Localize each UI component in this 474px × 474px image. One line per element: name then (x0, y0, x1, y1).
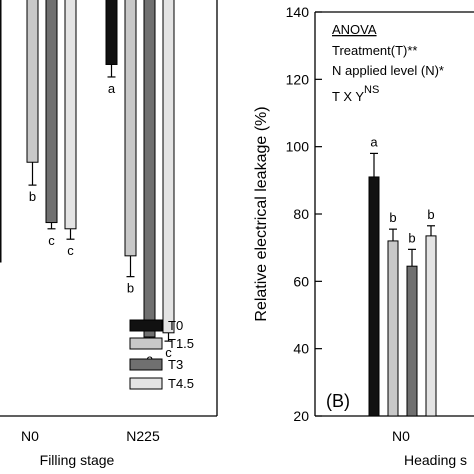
right-y-axis-label: Relative electrical leakage (%) (253, 106, 270, 321)
bar-b-n0-t4-5 (425, 235, 437, 417)
legend-swatch-t1-5 (129, 337, 163, 350)
y-tick-label-60: 60 (293, 273, 309, 289)
anova-interaction: T X Y (332, 89, 364, 104)
right-panel-y-ticks: 20 40 60 80 100 120 140 (286, 4, 322, 424)
letter-n225-t1-5: b (127, 281, 134, 296)
bar-n225-t4-5 (162, 0, 175, 334)
anova-title: ANOVA (332, 22, 377, 37)
letter-n225-t0: a (108, 81, 116, 96)
legend-swatch-t0 (129, 319, 163, 332)
letter-b-n0-t3: b (408, 230, 415, 245)
letter-n225-t4-5: c (165, 345, 172, 360)
y-tick-label-100: 100 (286, 139, 310, 155)
legend: T0 T1.5 T3 T4.5 (129, 318, 194, 391)
right-category-n0: N0 (392, 428, 410, 444)
letter-n0-t4-5: c (67, 243, 74, 258)
bar-n0-t0-cropped (0, 0, 2, 263)
anova-interaction-ns: NS (364, 84, 379, 96)
bar-n0-t1-5 (26, 0, 39, 163)
legend-swatch-t4-5 (129, 377, 163, 390)
legend-label-t3: T3 (168, 357, 183, 372)
bar-n225-t3 (143, 0, 156, 338)
left-panel: bccabcc N0 N225 Filling stage T0 T1.5 T3… (0, 0, 218, 468)
y-tick-label-140: 140 (286, 4, 310, 20)
bar-n0-t3 (45, 0, 58, 224)
left-panel-bars: bccabcc (0, 0, 175, 366)
left-category-n0: N0 (21, 428, 39, 444)
legend-label-t1-5: T1.5 (168, 336, 194, 351)
letter-b-n0-t0: a (370, 134, 378, 149)
bar-b-n0-t0 (368, 176, 380, 417)
letter-b-n0-t4-5: b (427, 207, 434, 222)
legend-swatch-t3 (129, 358, 163, 371)
y-tick-label-80: 80 (293, 206, 309, 222)
letter-n0-t3: c (48, 233, 55, 248)
bar-n225-t0 (105, 0, 118, 65)
bar-n225-t1-5 (124, 0, 137, 257)
anova-treatment: Treatment(T)** (332, 43, 417, 58)
bar-b-n0-t1-5 (387, 240, 399, 417)
letter-b-n0-t1-5: b (389, 210, 396, 225)
bar-n0-t4-5 (64, 0, 77, 230)
left-category-n225: N225 (126, 428, 160, 444)
y-tick-label-20: 20 (293, 408, 309, 424)
panel-label-b: (B) (326, 391, 350, 411)
y-tick-label-120: 120 (286, 71, 310, 87)
legend-label-t0: T0 (168, 318, 183, 333)
legend-label-t4-5: T4.5 (168, 376, 194, 391)
left-x-axis-label: Filling stage (40, 452, 115, 468)
letter-n0-t1-5: b (29, 189, 36, 204)
right-x-axis-label: Heading s (404, 452, 467, 468)
bar-b-n0-t3 (406, 265, 418, 417)
anova-n-level: N applied level (N)* (332, 63, 444, 78)
y-tick-label-40: 40 (293, 341, 309, 357)
anova-annotation: ANOVA Treatment(T)** N applied level (N)… (332, 22, 444, 104)
